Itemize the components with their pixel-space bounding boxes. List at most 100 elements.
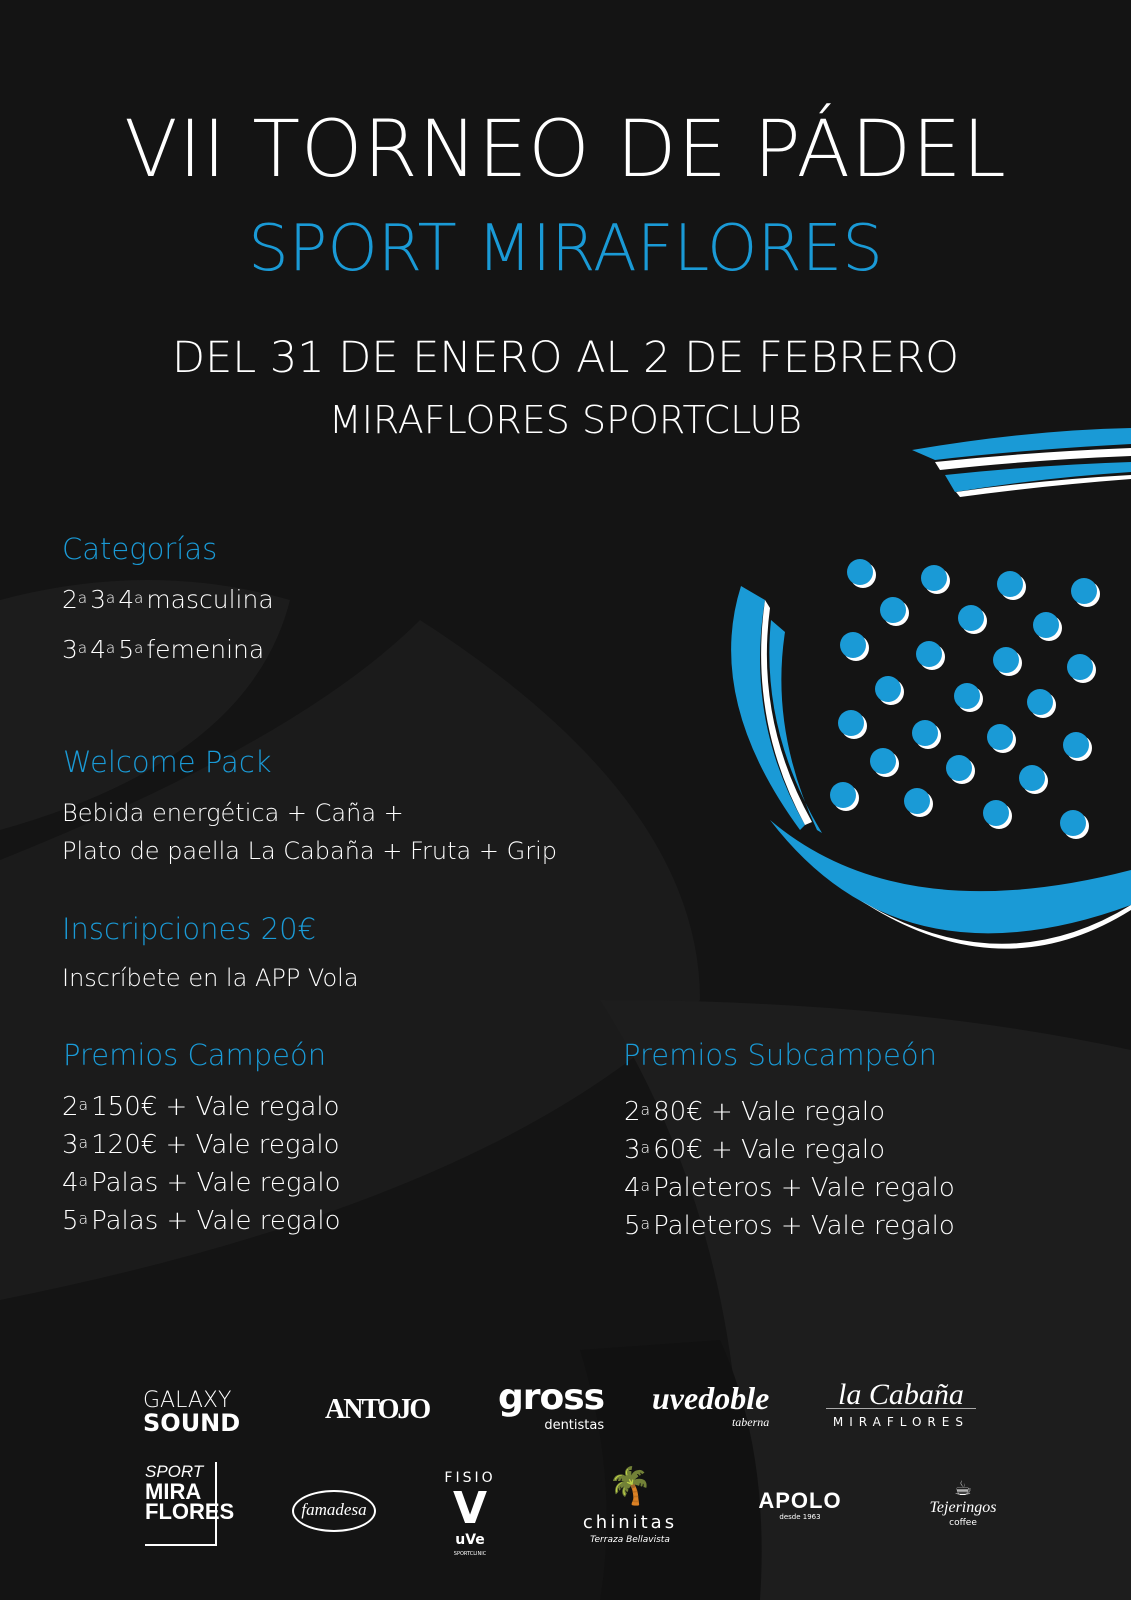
categoria-ordinal: 3 [90,585,107,614]
logo-gross: gross dentistas [498,1377,605,1440]
logo-text: APOLO [758,1488,842,1513]
logo-text: dentistas [544,1418,605,1433]
logo-text: desde 1963 [779,1513,821,1521]
ordinal-suffix: a [134,589,144,607]
logo-antojo: ANTOJO [325,1394,431,1425]
logo-sport-miraflores: SPORT MIRA FLORES [145,1462,234,1546]
logo-text: SPORT [145,1462,204,1481]
logo-text: chinitas [582,1512,678,1533]
logo-chinitas: 🌴 chinitas Terraza Bellavista [580,1462,680,1546]
premios-subcampeon-heading: Premios Subcampeón [623,1038,938,1072]
racket-hole [983,800,1009,826]
prize-text: Paleteros + Vale regalo [653,1173,955,1203]
racket-hole [875,676,901,702]
logo-la-cabana: la Cabaña MIRAFLORES [826,1380,976,1435]
prize-item: 4a Palas + Vale regalo [62,1164,341,1202]
ordinal-suffix: a [78,1172,89,1190]
logo-text: V [452,1483,488,1534]
background-swirl [0,580,290,830]
categoria-ordinal: 5 [118,635,135,664]
categoria-label: masculina [146,585,274,614]
prize-ordinal: 5 [62,1206,79,1236]
prize-item: 3a 120€ + Vale regalo [62,1126,341,1164]
racket-hole [921,565,947,591]
racket-hole [840,632,866,658]
premios-campeon-heading: Premios Campeón [63,1038,327,1072]
categoria-label: femenina [146,635,265,664]
racket-hole [1067,654,1093,680]
figure-icon: ☕ [954,1476,972,1500]
logo-text: la Cabaña [826,1380,976,1410]
logo-text: MIRAFLORES [832,1415,969,1429]
logo-text: MIRA [145,1479,202,1504]
racket-arc [731,586,805,830]
ordinal-suffix: a [134,639,144,657]
racket-hole [993,647,1019,673]
prize-ordinal: 3 [624,1135,641,1165]
racket-arc [860,900,1131,949]
logo-text: uVe [455,1532,485,1548]
racket-hole [904,788,930,814]
prize-item: 2a 80€ + Vale regalo [624,1093,955,1131]
prize-ordinal: 5 [624,1211,641,1241]
logo-tejeringos: ☕ Tejeringos coffee [918,1478,1008,1528]
prize-text: 150€ + Vale regalo [91,1092,340,1122]
logo-text: gross [498,1377,605,1418]
logo-famadesa: famadesa [292,1490,376,1532]
racket-arc [761,600,812,825]
ordinal-suffix: a [78,1134,89,1152]
racket-stripe [945,462,1131,492]
racket-hole [1027,689,1053,715]
ordinal-suffix: a [640,1101,651,1119]
logo-text: SOUND [143,1409,241,1437]
racket-hole [1063,732,1089,758]
prize-ordinal: 4 [624,1173,641,1203]
padel-racket-graphic [731,428,1131,949]
background-swirl [600,1000,1131,1600]
prize-item: 5a Palas + Vale regalo [62,1202,341,1240]
racket-stripe [956,475,1131,497]
categorias-heading: Categorías [62,532,218,566]
categorias-list: 2a 3a 4a masculina 3a 4a 5a femenina [62,575,274,675]
logo-fisio-uve: FISIO V uVe SPORTCLINIC [440,1468,500,1558]
ordinal-suffix: a [640,1215,651,1233]
page-title: VII TORNEO DE PÁDEL [124,105,1007,195]
prize-text: 120€ + Vale regalo [91,1130,340,1160]
racket-hole [847,559,873,585]
logo-text: FISIO [444,1470,496,1486]
prize-text: Paleteros + Vale regalo [653,1211,955,1241]
logo-text: SPORTCLINIC [453,1551,487,1557]
ordinal-suffix: a [640,1177,651,1195]
prize-ordinal: 2 [624,1097,641,1127]
racket-hole [870,748,896,774]
categoria-ordinal: 4 [90,635,107,664]
palm-tree-icon: 🌴 [607,1466,653,1507]
logo-apolo: APOLO desde 1963 [740,1490,860,1522]
prize-ordinal: 3 [62,1130,79,1160]
welcome-pack-list: Bebida energética + Caña + Plato de pael… [62,794,557,870]
racket-hole [1019,765,1045,791]
racket-hole [830,782,856,808]
racket-hole [880,597,906,623]
welcome-line: Plato de paella La Cabaña + Fruta + Grip [62,837,557,865]
background-swirl [0,620,700,1300]
racket-hole [987,724,1013,750]
racket-stripe [912,428,1131,460]
logo-text: Terraza Bellavista [590,1535,670,1545]
ordinal-suffix: a [640,1139,651,1157]
welcome-line: Bebida energética + Caña + [62,799,404,827]
racket-arc [770,820,1131,934]
welcome-pack-heading: Welcome Pack [63,745,272,779]
categoria-line: 3a 4a 5a femenina [62,625,274,675]
ordinal-suffix: a [78,1210,89,1228]
ordinal-suffix: a [77,639,88,657]
logo-text: uvedoble [652,1380,770,1416]
logo-text: coffee [949,1518,977,1528]
racket-hole [1033,612,1059,638]
page-subtitle: SPORT MIRAFLORES [248,212,883,286]
inscripciones-heading: Inscripciones 20€ [62,912,317,946]
inscripciones-text: Inscríbete en la APP Vola [62,964,359,992]
prize-text: 60€ + Vale regalo [653,1135,886,1165]
racket-hole [997,571,1023,597]
racket-hole [1060,810,1086,836]
